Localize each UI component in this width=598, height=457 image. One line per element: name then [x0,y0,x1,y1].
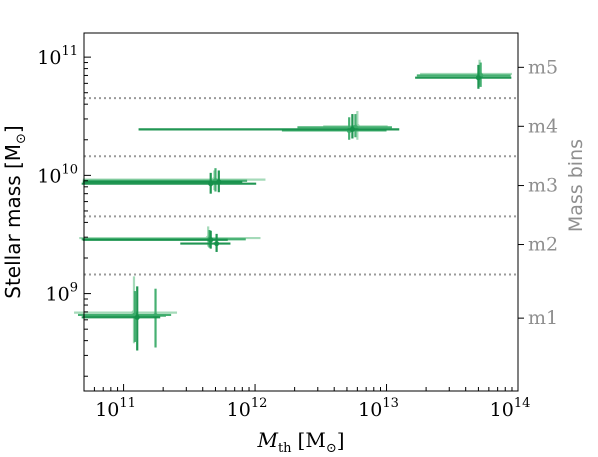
x-tick-exponent: 14 [514,396,531,411]
y-tick-label: 109 [46,281,78,306]
data-point [81,172,257,194]
bin-tick-label: m3 [528,175,558,197]
point-marker [134,314,140,320]
data-point [82,168,248,192]
bin-tick-label: m2 [528,234,558,256]
point-marker [214,240,220,247]
x-tick-base: 10 [358,399,382,421]
point-marker [208,237,214,243]
bin-tick-label: m4 [528,115,558,137]
data-marks [74,59,512,351]
x-axis-label-sub: th [278,441,292,456]
data-point [415,64,512,89]
y-tick-exponent: 11 [61,44,78,59]
data-point [416,62,511,87]
x-tick-base: 10 [95,399,119,421]
y-tick-label: 1011 [37,44,78,69]
bin-boundary-lines [84,97,518,276]
data-point [82,170,243,193]
point-marker [216,179,222,185]
x-tick-base: 10 [490,399,514,421]
y-tick-exponent: 9 [70,281,78,296]
y-tick-base: 10 [37,165,61,187]
x-tick-label: 1014 [490,396,531,421]
y-axis-label-sub: ⊙ [14,133,29,144]
x-tick-exponent: 11 [119,396,136,411]
point-marker [349,126,355,132]
right-axis: m1 m2 m3 m4 m5 [518,56,558,329]
plot-frame [83,32,519,392]
x-tick-exponent: 13 [382,396,399,411]
x-axis-label-main: M [256,428,278,452]
bin-tick-label: m5 [528,56,558,78]
y-tick-base: 10 [37,47,61,69]
x-axis: 1011 1012 1013 1014 [93,384,531,421]
x-tick-label: 1012 [227,396,268,421]
data-point [79,226,261,247]
x-tick-base: 10 [227,399,251,421]
data-point [420,59,512,86]
y-tick-exponent: 10 [61,162,78,177]
bin-tick-label: m1 [528,307,558,329]
right-axis-label: Mass bins [565,139,587,232]
data-point [138,114,400,139]
y-tick-base: 10 [46,284,70,306]
x-tick-label: 1013 [358,396,399,421]
x-axis-label-unit: [M [298,428,326,452]
y-tick-label: 1010 [37,162,78,187]
data-point [82,230,228,249]
y-axis-label: Stellar mass [M⊙] [1,125,29,299]
data-point [180,233,231,252]
x-tick-label: 1011 [95,396,136,421]
x-tick-exponent: 12 [251,396,268,411]
x-axis-label-close: ] [337,428,345,452]
x-axis-label-unit-sub: ⊙ [326,441,337,456]
data-point [81,286,161,351]
y-axis-label-close: ] [1,125,25,133]
point-marker [475,75,482,81]
data-point [74,276,178,344]
x-axis-label: Mth [M⊙] [256,428,344,456]
y-axis-label-main: Stellar mass [M [1,144,25,299]
